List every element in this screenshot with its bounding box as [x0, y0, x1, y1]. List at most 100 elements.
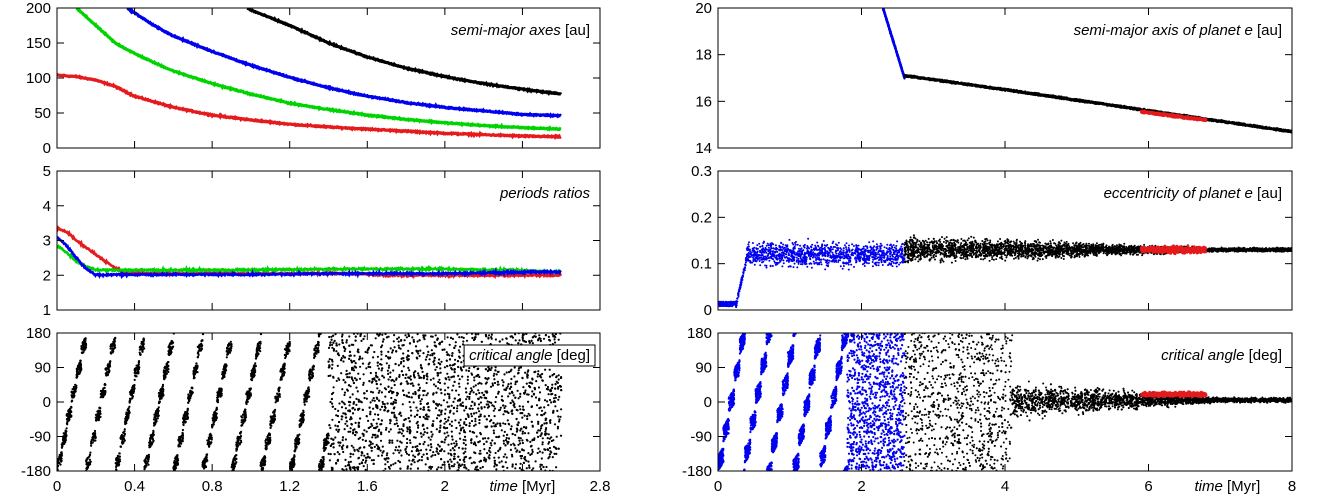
data-point [367, 365, 370, 368]
data-point [386, 452, 389, 455]
data-point [57, 461, 60, 464]
data-point [326, 442, 329, 445]
data-point [182, 414, 185, 417]
data-point [488, 405, 491, 408]
data-point [350, 423, 353, 426]
data-point [494, 423, 497, 426]
data-point [256, 352, 260, 355]
data-point [539, 434, 542, 437]
data-point [375, 443, 378, 446]
data-point [387, 457, 390, 460]
data-point [406, 467, 409, 470]
data-point [457, 464, 460, 467]
data-point [543, 406, 546, 409]
data-point [423, 440, 426, 444]
data-point [196, 355, 200, 359]
data-point [516, 424, 520, 427]
data-point [417, 352, 420, 355]
data-point [395, 422, 398, 425]
data-point [478, 391, 481, 395]
data-point [424, 358, 427, 361]
data-point [388, 467, 391, 470]
data-point [536, 413, 539, 416]
data-point [390, 396, 393, 400]
data-point [538, 450, 542, 453]
data-point [442, 426, 446, 429]
data-point [514, 447, 517, 450]
data-point [431, 335, 434, 338]
data-point [408, 426, 411, 429]
data-point [157, 415, 160, 418]
data-point [374, 337, 377, 340]
data-point [450, 460, 453, 463]
data-point [379, 408, 382, 411]
data-point [526, 439, 529, 442]
data-point [557, 398, 560, 401]
data-point [416, 467, 420, 470]
data-point [141, 348, 144, 351]
data-point [535, 380, 538, 383]
data-point [394, 449, 397, 452]
data-point [463, 435, 467, 438]
data-point [420, 376, 423, 379]
data-point [385, 457, 388, 460]
data-point [318, 463, 321, 466]
data-point [410, 396, 413, 399]
data-point [208, 445, 211, 448]
data-point [381, 374, 384, 377]
data-point [180, 435, 183, 439]
data-point [440, 360, 443, 363]
data-point [133, 378, 136, 381]
series-3 [246, 8, 563, 96]
data-point [345, 341, 348, 344]
data-point [448, 397, 451, 400]
data-point [332, 438, 335, 441]
data-point [206, 443, 209, 446]
data-point [389, 389, 392, 392]
data-point [180, 440, 183, 443]
data-point [470, 462, 473, 465]
data-point [412, 401, 415, 404]
data-point [187, 401, 190, 404]
data-point [344, 356, 347, 359]
data-point [360, 454, 363, 457]
series-line [57, 73, 562, 140]
data-point [473, 424, 476, 427]
data-point [131, 387, 134, 390]
data-point [496, 380, 499, 383]
data-point [215, 408, 219, 411]
data-point [411, 458, 415, 462]
data-point [439, 367, 442, 370]
data-point [329, 453, 332, 456]
data-point [110, 343, 113, 346]
series-line [57, 236, 562, 280]
data-point [452, 465, 455, 468]
data-point [462, 340, 465, 343]
data-point [464, 443, 467, 446]
data-point [493, 459, 496, 462]
data-point [437, 387, 440, 390]
data-point [450, 376, 453, 379]
data-point [380, 405, 384, 408]
data-point [246, 398, 249, 401]
data-point [324, 438, 327, 441]
data-point [122, 435, 125, 438]
data-point [285, 344, 288, 347]
data-point [248, 389, 251, 392]
data-point [205, 460, 208, 463]
data-point [457, 374, 460, 377]
data-point [414, 345, 418, 348]
data-point [540, 376, 543, 379]
data-point [84, 347, 87, 350]
data-point [120, 437, 123, 440]
data-point [327, 374, 330, 378]
data-point [450, 424, 453, 427]
data-point [557, 415, 560, 418]
data-point [395, 446, 398, 449]
data-point [365, 459, 368, 462]
data-point [60, 451, 63, 454]
data-point [288, 340, 291, 343]
data-point [382, 402, 385, 405]
data-point [473, 403, 476, 407]
data-point [385, 336, 389, 339]
